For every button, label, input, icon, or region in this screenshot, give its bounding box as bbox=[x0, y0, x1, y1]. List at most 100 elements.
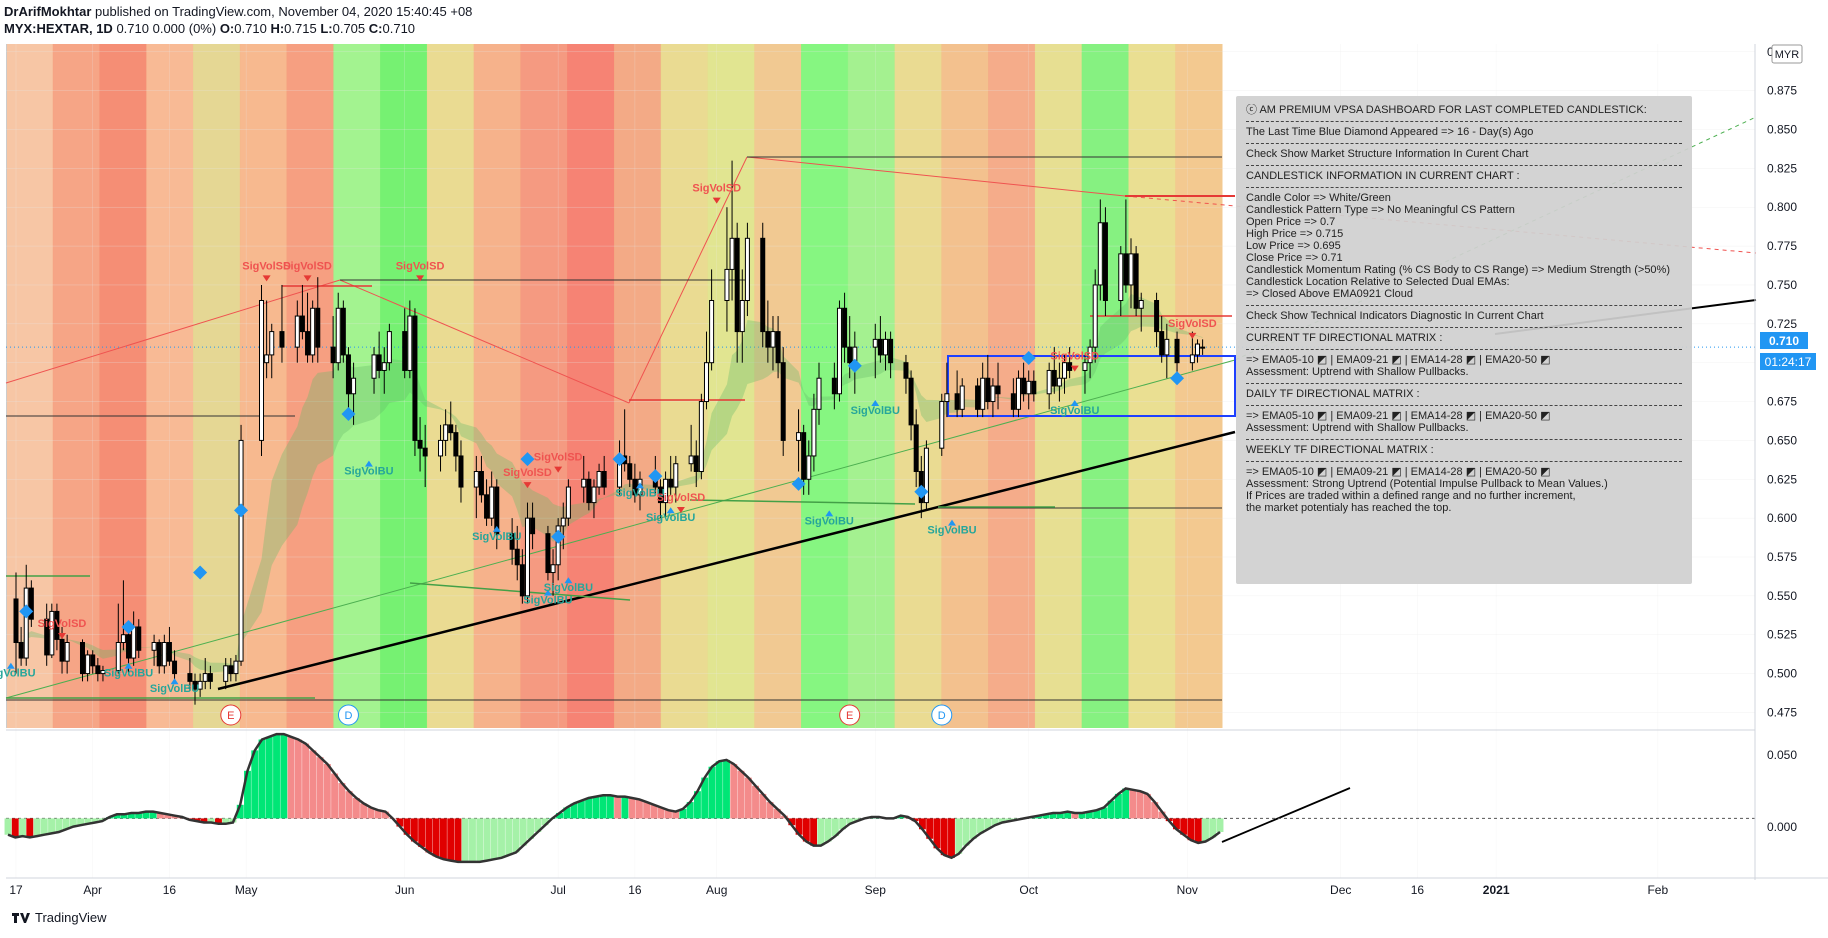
candle-body[interactable] bbox=[565, 486, 571, 519]
candle-body[interactable] bbox=[601, 471, 607, 488]
candle-body[interactable] bbox=[233, 660, 239, 675]
candle-body[interactable] bbox=[980, 377, 986, 410]
candle-body[interactable] bbox=[913, 424, 919, 473]
event-circle-icon[interactable] bbox=[337, 704, 359, 726]
author-name[interactable]: DrArifMokhtar bbox=[4, 4, 92, 19]
candle-body[interactable] bbox=[443, 424, 449, 441]
candle-body[interactable] bbox=[1010, 393, 1016, 410]
trendline-main[interactable] bbox=[217, 430, 1236, 691]
candle-body[interactable] bbox=[484, 494, 490, 519]
candle-body[interactable] bbox=[524, 517, 530, 597]
candle-body[interactable] bbox=[550, 564, 556, 574]
candle-body[interactable] bbox=[115, 642, 121, 671]
event-circle-icon[interactable] bbox=[220, 704, 242, 726]
candle-body[interactable] bbox=[161, 642, 167, 667]
event-circle-icon[interactable] bbox=[839, 704, 861, 726]
candle-body[interactable] bbox=[729, 237, 735, 270]
candle-body[interactable] bbox=[100, 669, 106, 675]
candle-body[interactable] bbox=[54, 610, 60, 640]
candle-body[interactable] bbox=[95, 665, 101, 675]
candle-body[interactable] bbox=[586, 478, 592, 504]
event-circle-icon[interactable] bbox=[931, 704, 953, 726]
candle-body[interactable] bbox=[448, 424, 454, 434]
candle-body[interactable] bbox=[673, 463, 679, 488]
candle-body[interactable] bbox=[18, 642, 24, 659]
candle-body[interactable] bbox=[1062, 362, 1068, 379]
candle-body[interactable] bbox=[596, 471, 602, 488]
candle-body[interactable] bbox=[402, 331, 408, 371]
candle-body[interactable] bbox=[1194, 343, 1200, 356]
candle-body[interactable] bbox=[709, 300, 715, 364]
candle-body[interactable] bbox=[1082, 362, 1088, 371]
candle-body[interactable] bbox=[663, 478, 669, 504]
candle-body[interactable] bbox=[1159, 331, 1165, 356]
candle-body[interactable] bbox=[417, 439, 423, 449]
candle-body[interactable] bbox=[228, 665, 234, 675]
candle-body[interactable] bbox=[744, 237, 750, 301]
candle-body[interactable] bbox=[847, 346, 853, 364]
candle-body[interactable] bbox=[1123, 253, 1129, 286]
candle-body[interactable] bbox=[453, 432, 459, 457]
candle-body[interactable] bbox=[192, 680, 198, 690]
candle-body[interactable] bbox=[345, 354, 351, 395]
candle-body[interactable] bbox=[340, 307, 346, 356]
candle-body[interactable] bbox=[315, 307, 321, 348]
candle-body[interactable] bbox=[877, 338, 883, 356]
candle-body[interactable] bbox=[13, 598, 19, 643]
candle-body[interactable] bbox=[816, 377, 822, 410]
candle-body[interactable] bbox=[371, 354, 377, 379]
candle-body[interactable] bbox=[386, 331, 392, 364]
candle-body[interactable] bbox=[883, 338, 888, 356]
candle-body[interactable] bbox=[990, 385, 996, 403]
candle-body[interactable] bbox=[381, 362, 387, 371]
candle-body[interactable] bbox=[1154, 300, 1160, 333]
candle-body[interactable] bbox=[1056, 377, 1062, 387]
candle-body[interactable] bbox=[49, 610, 55, 656]
candle-body[interactable] bbox=[959, 385, 965, 410]
candle-body[interactable] bbox=[806, 455, 812, 480]
candle-body[interactable] bbox=[1138, 300, 1144, 309]
candle-body[interactable] bbox=[422, 447, 428, 457]
candle-body[interactable] bbox=[79, 642, 85, 675]
candle-body[interactable] bbox=[28, 587, 34, 620]
candle-body[interactable] bbox=[412, 315, 418, 441]
candle-body[interactable] bbox=[90, 654, 96, 667]
candle-body[interactable] bbox=[269, 331, 275, 356]
candle-body[interactable] bbox=[1118, 253, 1124, 301]
candle-body[interactable] bbox=[1133, 253, 1139, 309]
candle-body[interactable] bbox=[698, 401, 704, 472]
candle-body[interactable] bbox=[627, 463, 633, 480]
candle-body[interactable] bbox=[299, 315, 305, 333]
candle-body[interactable] bbox=[310, 307, 316, 356]
candle-body[interactable] bbox=[530, 517, 536, 535]
candle-body[interactable] bbox=[473, 471, 479, 488]
candle-body[interactable] bbox=[136, 626, 142, 651]
candle-body[interactable] bbox=[1021, 377, 1027, 395]
candle-body[interactable] bbox=[131, 626, 137, 659]
candle-body[interactable] bbox=[908, 377, 914, 426]
candle-body[interactable] bbox=[259, 300, 265, 441]
green-level-aug[interactable] bbox=[689, 499, 916, 505]
candle-body[interactable] bbox=[1102, 222, 1108, 301]
candle-body[interactable] bbox=[555, 525, 561, 566]
candle-body[interactable] bbox=[23, 587, 29, 659]
candle-body[interactable] bbox=[703, 362, 709, 403]
candle-body[interactable] bbox=[985, 377, 991, 403]
candle-body[interactable] bbox=[903, 362, 909, 379]
candle-body[interactable] bbox=[494, 486, 500, 535]
candle-body[interactable] bbox=[560, 517, 566, 527]
candle-body[interactable] bbox=[939, 401, 945, 449]
candle-body[interactable] bbox=[1092, 284, 1098, 348]
candle-body[interactable] bbox=[478, 471, 484, 496]
candle-body[interactable] bbox=[975, 385, 981, 410]
candle-body[interactable] bbox=[376, 354, 382, 371]
candle-body[interactable] bbox=[734, 237, 740, 333]
osc-trendline[interactable] bbox=[1221, 787, 1351, 843]
candle-body[interactable] bbox=[765, 331, 771, 348]
candle-body[interactable] bbox=[545, 533, 551, 574]
candle-body[interactable] bbox=[519, 564, 525, 597]
candle-body[interactable] bbox=[238, 439, 244, 662]
candle-body[interactable] bbox=[264, 354, 270, 364]
candle-body[interactable] bbox=[1087, 346, 1093, 364]
